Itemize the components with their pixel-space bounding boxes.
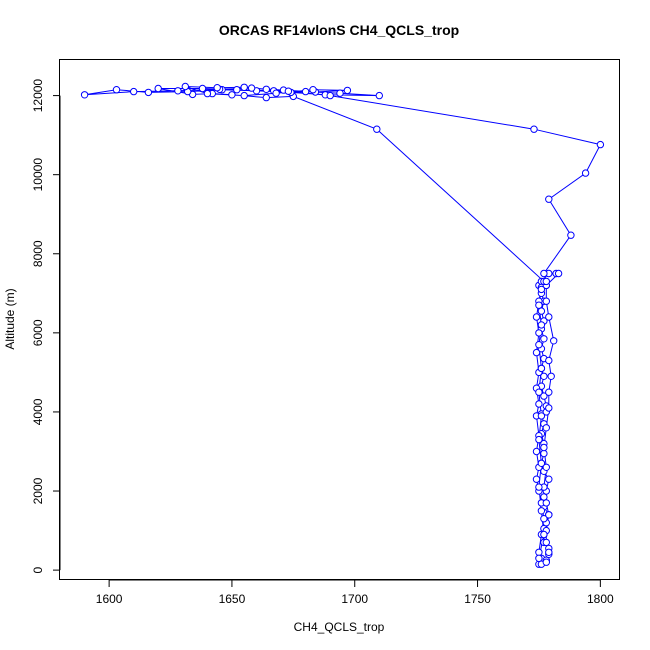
data-point (532, 313, 541, 321)
data-point (213, 84, 221, 92)
data-point (203, 89, 212, 98)
data-point (535, 483, 543, 491)
data-point (542, 297, 550, 305)
data-point (537, 459, 546, 467)
data-point (198, 84, 207, 93)
data-point (373, 125, 381, 133)
x-axis-label: CH4_QCLS_trop (294, 620, 385, 634)
data-point (540, 530, 548, 539)
data-point (545, 195, 553, 203)
y-tick-label: 10000 (31, 158, 45, 192)
y-tick-label: 12000 (31, 79, 45, 113)
data-point (540, 392, 548, 400)
data-point (545, 356, 553, 365)
series-line (84, 86, 602, 565)
y-axis-label: Altitude (m) (3, 288, 17, 349)
data-point (535, 388, 543, 396)
data-point (375, 91, 383, 100)
series-layer (80, 82, 605, 568)
data-point (144, 88, 153, 97)
y-tick-label: 6000 (31, 319, 45, 346)
data-point (550, 337, 558, 345)
data-point (537, 285, 546, 294)
data-point (542, 463, 550, 471)
data-point (262, 93, 270, 102)
data-point (336, 89, 344, 97)
data-point (537, 507, 546, 515)
data-point (130, 87, 138, 96)
data-point (545, 511, 553, 519)
data-point (596, 140, 605, 149)
data-point (535, 554, 543, 562)
data-point (567, 231, 575, 239)
data-point (181, 82, 190, 91)
data-point (532, 475, 541, 483)
data-point (309, 86, 317, 94)
data-point (240, 91, 248, 100)
data-point (80, 91, 89, 99)
y-tick-label: 2000 (31, 477, 45, 504)
data-point (233, 86, 241, 94)
data-point (540, 269, 548, 278)
data-point (545, 388, 553, 396)
data-point (301, 87, 310, 96)
data-point (542, 424, 550, 432)
data-point (532, 447, 541, 456)
data-point (545, 475, 553, 483)
x-tick-label: 1650 (219, 592, 246, 606)
data-point (581, 169, 590, 177)
data-point (535, 341, 543, 349)
data-point (540, 515, 548, 523)
data-point (535, 400, 543, 408)
data-point (542, 277, 550, 286)
data-point (537, 364, 546, 373)
data-point (154, 84, 162, 93)
data-point (554, 269, 563, 278)
data-point (240, 83, 248, 92)
data-point (247, 84, 256, 92)
data-point (547, 372, 555, 380)
data-point (535, 329, 543, 337)
data-point (530, 125, 538, 133)
data-point (532, 348, 541, 357)
data-point (542, 538, 550, 547)
y-axis: 0 2000 4000 6000 8000 10000 12000 (31, 79, 61, 573)
data-point (326, 91, 334, 100)
data-point (540, 449, 548, 458)
y-tick-label: 8000 (31, 240, 45, 267)
data-point (262, 85, 270, 94)
x-tick-label: 1750 (464, 592, 491, 606)
y-tick-label: 0 (31, 566, 45, 573)
x-tick-label: 1800 (587, 592, 614, 606)
data-point (540, 443, 548, 452)
data-point (535, 548, 543, 556)
data-point (537, 321, 546, 329)
data-point (112, 86, 121, 94)
data-point (540, 335, 548, 343)
chart-title: ORCAS RF14vlonS CH4_QCLS_trop (219, 22, 459, 38)
data-point (535, 301, 543, 309)
data-point (284, 87, 293, 95)
data-point (545, 313, 553, 321)
x-axis: 1600 1650 1700 1750 1800 (96, 579, 614, 606)
x-tick-label: 1700 (341, 592, 368, 606)
data-point (272, 89, 280, 97)
data-point (542, 558, 550, 566)
y-tick-label: 4000 (31, 398, 45, 425)
data-point (174, 87, 182, 95)
data-point (545, 404, 553, 412)
data-point (545, 548, 553, 556)
data-point (228, 91, 236, 99)
data-point (537, 412, 546, 420)
data-point (542, 499, 550, 507)
data-point (540, 372, 548, 380)
data-point (343, 86, 352, 95)
data-point (535, 435, 543, 444)
x-tick-label: 1600 (96, 592, 123, 606)
